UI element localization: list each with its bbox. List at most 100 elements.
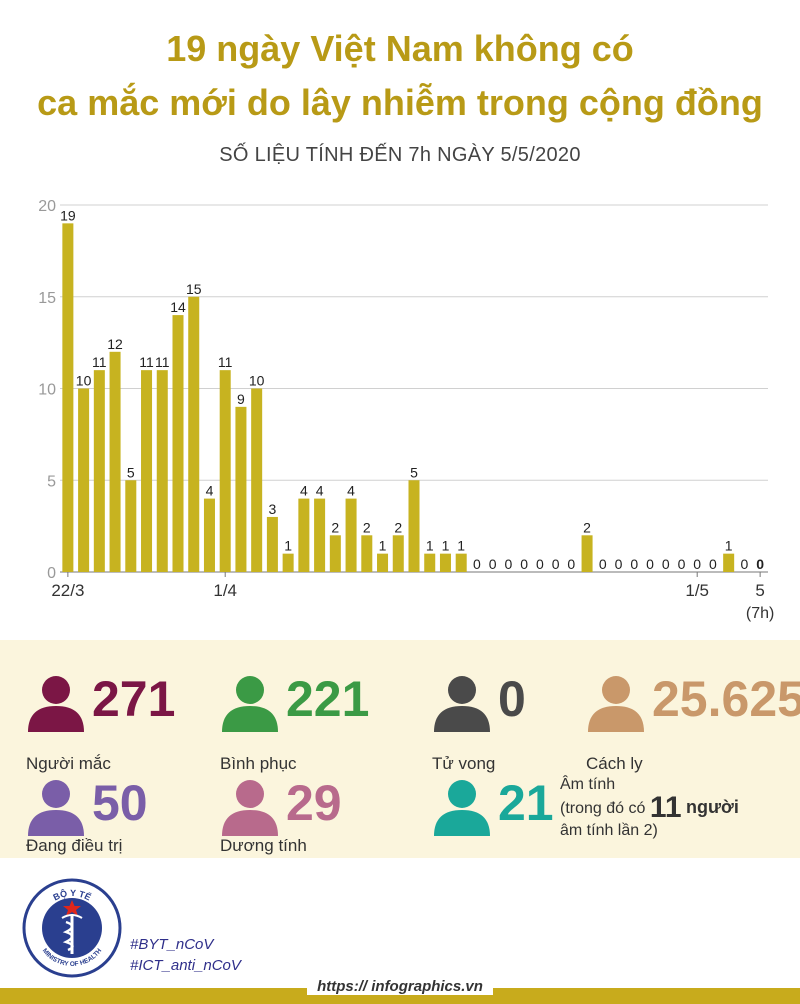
title-line-2: ca mắc mới do lây nhiễm trong cộng đồng xyxy=(37,82,763,123)
bar-value-label: 11 xyxy=(218,354,233,370)
stat-quarantine-label: Cách ly xyxy=(586,754,643,773)
bar-value-label: 3 xyxy=(269,501,277,517)
bar-value-label: 4 xyxy=(347,483,355,499)
bar-value-label: 0 xyxy=(520,556,528,572)
bar xyxy=(251,388,263,572)
bar-value-label: 10 xyxy=(249,373,265,389)
bar-value-label: 1 xyxy=(457,538,465,554)
logo-top-text: BỘ Y TẾ xyxy=(51,887,92,902)
bar-value-label: 0 xyxy=(489,556,497,572)
x-tick-note: (7h) xyxy=(746,605,774,622)
footer: BỘ Y TẾ MINISTRY OF HEALTH #BYT_nCoV #IC… xyxy=(0,858,800,1004)
bar xyxy=(282,553,294,572)
stat-deaths-label: Tử vong xyxy=(432,754,496,773)
person-icon xyxy=(434,780,490,836)
y-tick-label: 5 xyxy=(47,473,56,490)
stat-recovered-value: 221 xyxy=(286,671,370,727)
bar-value-label: 2 xyxy=(363,519,371,535)
bar-value-label: 11 xyxy=(92,354,107,370)
person-icon xyxy=(588,676,644,732)
bar xyxy=(62,223,74,572)
bar-value-label: 0 xyxy=(552,556,560,572)
bar xyxy=(188,296,200,572)
stat-cases-value: 271 xyxy=(92,671,176,727)
bar xyxy=(314,498,326,572)
bar-value-label: 2 xyxy=(394,519,402,535)
stat-quarantine-value: 25.625 xyxy=(652,671,800,727)
stat-cases-label: Người mắc xyxy=(26,754,111,773)
bar-value-label: 14 xyxy=(170,299,186,315)
ministry-of-health-logo-icon: BỘ Y TẾ MINISTRY OF HEALTH xyxy=(22,878,122,978)
bar-value-label: 0 xyxy=(646,556,654,572)
bar-value-label: 0 xyxy=(536,556,544,572)
site-url: https:// infographics.vn xyxy=(0,978,800,995)
bar-value-label: 1 xyxy=(284,538,292,554)
bar-value-label: 1 xyxy=(725,538,733,554)
bar xyxy=(408,480,420,572)
y-tick-label: 15 xyxy=(38,290,56,307)
bar xyxy=(377,553,389,572)
bar-value-label: 19 xyxy=(60,207,76,223)
bar-value-label: 0 xyxy=(678,556,686,572)
bar-value-label: 0 xyxy=(741,556,749,572)
svg-text:BỘ Y TẾ: BỘ Y TẾ xyxy=(51,887,92,902)
y-tick-label: 10 xyxy=(38,382,56,399)
x-tick-label: 5 xyxy=(755,581,764,600)
bar-value-label: 0 xyxy=(599,556,607,572)
y-tick-label: 20 xyxy=(38,198,56,215)
bar-value-label: 0 xyxy=(473,556,481,572)
bar-value-label: 0 xyxy=(756,556,764,572)
site-url-link[interactable]: https:// infographics.vn xyxy=(307,978,493,995)
x-tick-label: 22/3 xyxy=(51,581,84,600)
bar-value-label: 4 xyxy=(300,483,308,499)
bar xyxy=(581,535,593,572)
bar xyxy=(235,406,247,572)
negative-note-number: 11 xyxy=(649,791,682,824)
stat-deaths-value: 0 xyxy=(498,671,526,727)
stat-positive-label: Dương tính xyxy=(220,836,307,855)
negative-note-line1: Âm tính xyxy=(560,776,616,793)
bar-value-label: 9 xyxy=(237,391,245,407)
person-icon xyxy=(222,780,278,836)
bar-value-label: 1 xyxy=(426,538,434,554)
footer-bar xyxy=(0,988,800,1004)
person-icon xyxy=(28,780,84,836)
stat-positive-value: 29 xyxy=(286,775,342,831)
bar-value-label: 0 xyxy=(567,556,575,572)
bar-value-label: 0 xyxy=(505,556,513,572)
subtitle: SỐ LIỆU TÍNH ĐẾN 7h NGÀY 5/5/2020 xyxy=(219,144,581,166)
x-tick-label: 1/4 xyxy=(213,581,237,600)
hashtag-1[interactable]: #BYT_nCoV xyxy=(130,936,214,953)
bar xyxy=(141,370,153,572)
bar xyxy=(172,315,184,572)
bar xyxy=(219,370,231,572)
negative-note-prefix: (trong đó có xyxy=(560,800,646,817)
bar xyxy=(455,553,467,572)
hashtag-2[interactable]: #ICT_anti_nCoV xyxy=(130,957,241,974)
stat-negative-value: 21 xyxy=(498,775,554,831)
x-tick-label: 1/5 xyxy=(685,581,709,600)
bar-value-label: 0 xyxy=(693,556,701,572)
person-icon xyxy=(222,676,278,732)
stat-treating-value: 50 xyxy=(92,775,148,831)
bar-value-label: 4 xyxy=(316,483,324,499)
negative-note-suffix: người xyxy=(686,797,739,817)
bar-value-label: 0 xyxy=(709,556,717,572)
y-tick-label: 0 xyxy=(47,565,56,582)
bar xyxy=(109,351,121,572)
bar-value-label: 5 xyxy=(410,464,418,480)
stat-recovered-label: Bình phục xyxy=(220,754,297,773)
bar xyxy=(329,535,341,572)
bar-value-label: 11 xyxy=(155,354,170,370)
bar xyxy=(93,370,105,572)
person-icon xyxy=(28,676,84,732)
bar xyxy=(78,388,90,572)
bar-value-label: 15 xyxy=(186,281,202,297)
title-line-1: 19 ngày Việt Nam không có xyxy=(166,28,634,69)
bar-value-label: 0 xyxy=(615,556,623,572)
negative-note-line3: âm tính lần 2) xyxy=(560,822,658,839)
bar-value-label: 5 xyxy=(127,464,135,480)
bar-value-label: 2 xyxy=(331,519,339,535)
bar xyxy=(392,535,404,572)
